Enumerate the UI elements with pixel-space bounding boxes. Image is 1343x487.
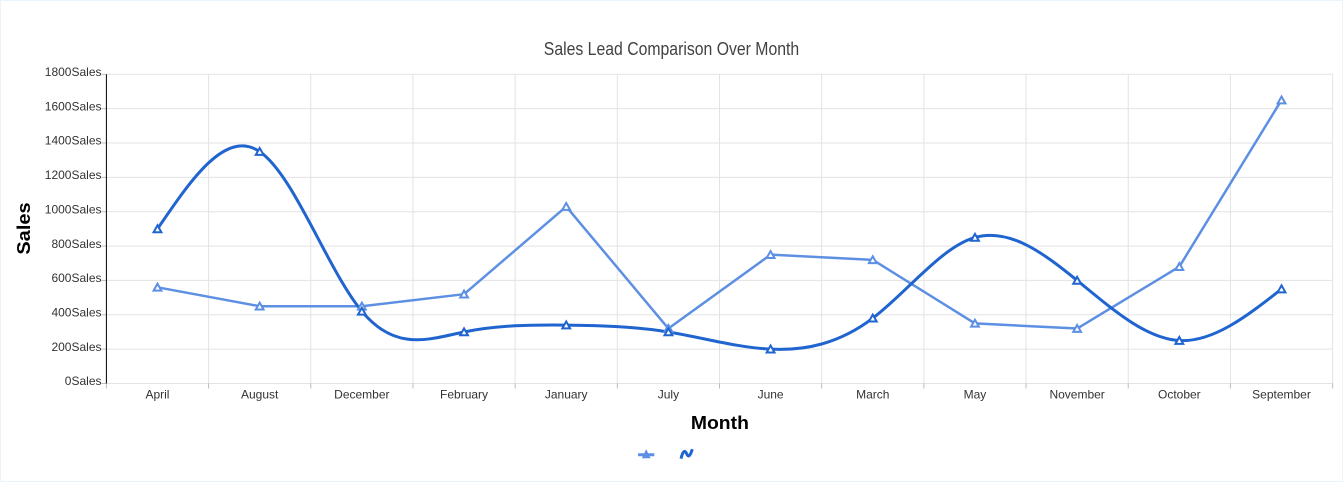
svg-text:1400Sales: 1400Sales <box>45 134 102 148</box>
svg-text:July: July <box>658 387 679 401</box>
svg-text:Sales: Sales <box>14 202 34 254</box>
svg-text:February: February <box>440 387 488 401</box>
svg-text:400Sales: 400Sales <box>51 305 101 319</box>
svg-text:June: June <box>758 387 784 401</box>
svg-text:December: December <box>334 387 389 401</box>
svg-text:600Sales: 600Sales <box>51 271 101 285</box>
svg-text:800Sales: 800Sales <box>51 237 101 251</box>
svg-text:200Sales: 200Sales <box>51 340 101 354</box>
svg-text:January: January <box>545 387 588 401</box>
svg-text:April: April <box>145 387 169 401</box>
svg-text:March: March <box>856 387 889 401</box>
svg-text:October: October <box>1158 387 1201 401</box>
svg-text:1200Sales: 1200Sales <box>45 168 102 182</box>
svg-text:September: September <box>1252 387 1311 401</box>
svg-text:Sales Lead Comparison Over Mon: Sales Lead Comparison Over Month <box>544 39 799 59</box>
svg-text:Month: Month <box>691 413 749 433</box>
svg-text:1600Sales: 1600Sales <box>45 99 102 113</box>
svg-text:1000Sales: 1000Sales <box>45 202 102 216</box>
svg-text:1800Sales: 1800Sales <box>45 65 102 79</box>
svg-text:May: May <box>964 387 987 401</box>
svg-text:0Sales: 0Sales <box>65 374 102 388</box>
svg-text:August: August <box>241 387 279 401</box>
svg-text:November: November <box>1049 387 1104 401</box>
